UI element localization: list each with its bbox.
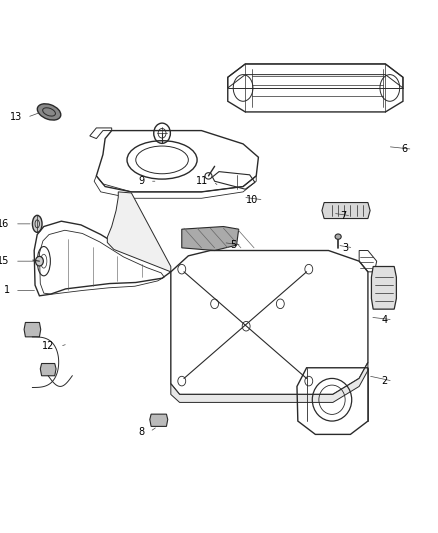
Text: 7: 7: [340, 211, 346, 221]
Polygon shape: [24, 322, 41, 337]
Polygon shape: [371, 266, 396, 309]
Text: 12: 12: [42, 342, 55, 351]
Polygon shape: [171, 362, 368, 402]
Text: 8: 8: [138, 427, 145, 437]
Text: 1: 1: [4, 286, 10, 295]
Ellipse shape: [335, 234, 341, 239]
Text: 5: 5: [230, 240, 237, 250]
Polygon shape: [322, 203, 370, 219]
Text: 6: 6: [401, 144, 407, 154]
Text: 4: 4: [381, 315, 388, 325]
Polygon shape: [182, 227, 239, 251]
Ellipse shape: [37, 104, 61, 120]
Polygon shape: [40, 364, 56, 376]
Ellipse shape: [32, 215, 42, 232]
Text: 11: 11: [196, 176, 208, 186]
Text: 9: 9: [138, 176, 145, 186]
Text: 2: 2: [381, 376, 388, 386]
Ellipse shape: [35, 256, 43, 266]
Text: 3: 3: [342, 243, 348, 253]
Text: 15: 15: [0, 256, 10, 266]
Polygon shape: [107, 192, 171, 272]
Polygon shape: [150, 414, 168, 426]
Text: 10: 10: [246, 195, 258, 205]
Text: 13: 13: [10, 112, 22, 122]
Text: 16: 16: [0, 219, 10, 229]
